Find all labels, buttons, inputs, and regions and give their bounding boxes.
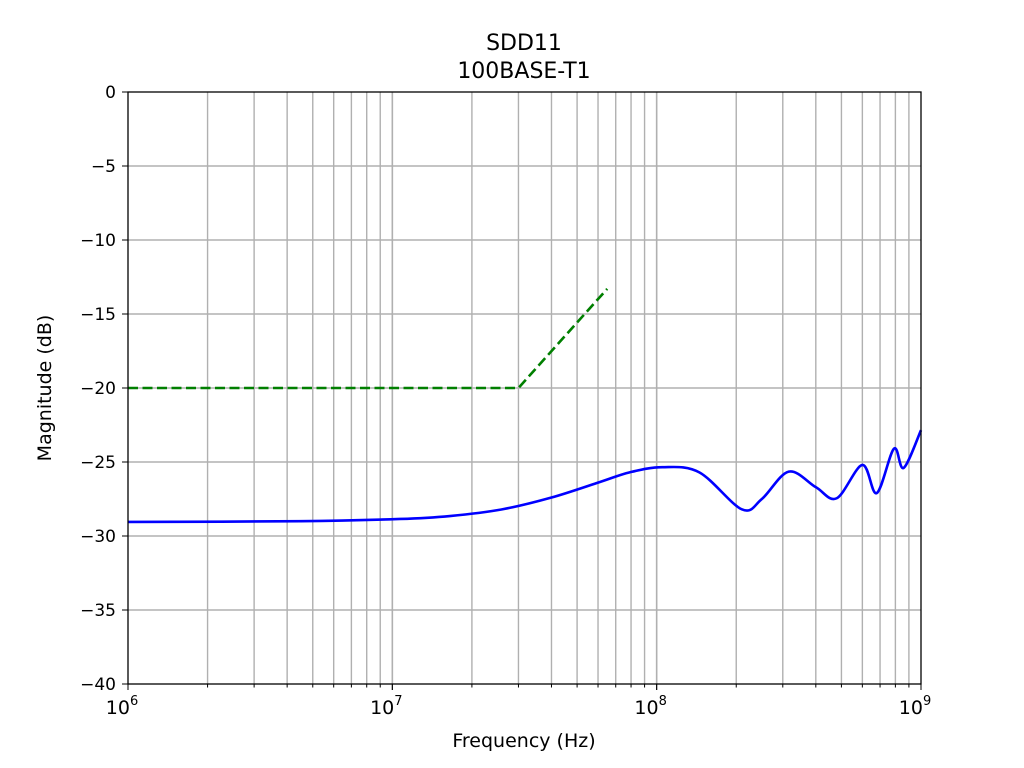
grid	[128, 92, 921, 684]
x-tick-label: 107	[370, 694, 402, 719]
x-tick-label: 108	[634, 694, 666, 719]
y-tick-label: −10	[80, 231, 116, 251]
y-tick-label: −25	[80, 453, 116, 473]
y-tick-label: −40	[80, 675, 116, 695]
y-tick-label: −35	[80, 601, 116, 621]
limit-line	[128, 287, 609, 390]
series	[127, 287, 923, 524]
y-axis-label: Magnitude (dB)	[34, 315, 56, 462]
y-tick-label: −30	[80, 527, 116, 547]
y-tick-label: −15	[80, 305, 116, 325]
x-axis-label: Frequency (Hz)	[452, 730, 595, 752]
ticks: 106 107 108 109 0 −5 −10 −15 −20 −25 −30 −35 −40	[80, 83, 931, 719]
x-tick-label: 109	[899, 694, 931, 719]
y-tick-label: 0	[105, 83, 116, 103]
chart-title-line1: SDD11	[486, 31, 562, 56]
y-tick-label: −5	[91, 157, 116, 177]
y-tick-label: −20	[80, 379, 116, 399]
sdd11-line	[127, 429, 923, 524]
chart-title-line2: 100BASE-T1	[457, 59, 590, 84]
x-tick-label: 106	[106, 694, 138, 719]
